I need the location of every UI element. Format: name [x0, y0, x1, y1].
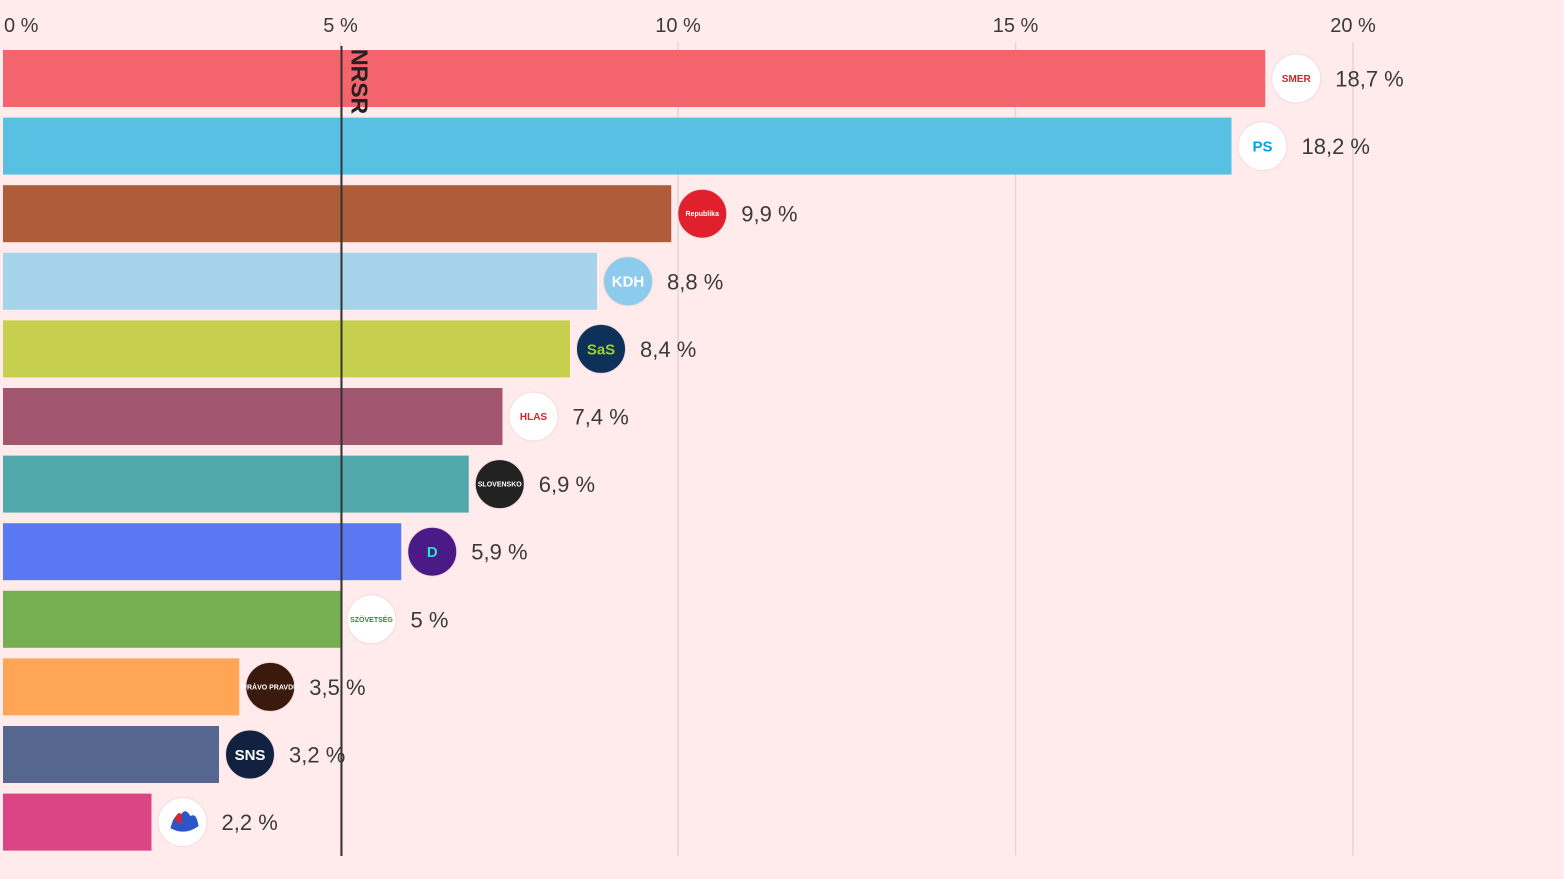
logo-circle — [1237, 121, 1288, 172]
bar-9 — [3, 658, 240, 716]
sns-logo-icon: SNS — [225, 729, 275, 780]
republika-logo-icon: Republika — [677, 188, 728, 239]
logo-text: SMER — [1282, 74, 1312, 85]
value-label: 5 % — [411, 607, 449, 632]
logo-text: PS — [1252, 139, 1272, 156]
logo-text: SNS — [235, 747, 266, 764]
bar-3 — [3, 252, 597, 310]
value-label: 2,2 % — [222, 810, 278, 835]
bar-7 — [3, 523, 402, 581]
logo-text: KDH — [612, 274, 645, 291]
bar-11 — [3, 793, 152, 851]
bar-5 — [3, 388, 503, 445]
logo-circle — [407, 526, 458, 577]
szovetseg-logo-icon: SZÖVETSÉG — [346, 594, 397, 645]
value-label: 18,2 % — [1302, 134, 1371, 159]
logo-circle — [576, 323, 626, 374]
x-tick-label: 15 % — [993, 15, 1039, 37]
logo-text: D — [427, 544, 438, 561]
value-label: 3,5 % — [309, 675, 365, 700]
value-labels: 18,7 % 18,2 % 9,9 % 8,8 % 8,4 % 7,4 % 6,9 % 5,9… — [222, 67, 1404, 836]
logo-circle — [346, 594, 397, 645]
hnutie-slovensko-logo-icon: SLOVENSKO — [474, 459, 525, 510]
logo-circle — [603, 256, 653, 307]
pravo-a-pravdu-logo-icon: PRÁVO PRAVDU — [242, 661, 298, 712]
sas-logo-icon: SaS — [576, 323, 626, 374]
hand-shape — [174, 812, 182, 825]
logo-text: SZÖVETSÉG — [350, 615, 393, 624]
hands-logo-icon — [157, 797, 208, 848]
logo-text: SLOVENSKO — [478, 482, 523, 489]
logo-circle — [1271, 53, 1322, 104]
value-label: 5,9 % — [471, 540, 527, 565]
ps-logo-icon: PS — [1237, 121, 1288, 172]
x-tick-label: 0 % — [4, 15, 39, 37]
bar-8 — [3, 590, 341, 648]
logo-circle — [474, 459, 525, 510]
logo-text: HLAS — [520, 412, 548, 423]
threshold-label: NRSR — [347, 49, 373, 115]
value-label: 3,2 % — [289, 743, 345, 768]
party-logos: SMER PS Republika KDH SaS HLAS SLOVENSKO D SZÖVE… — [157, 53, 1322, 848]
logo-text: Republika — [686, 211, 720, 218]
value-label: 9,9 % — [741, 202, 797, 227]
value-label: 6,9 % — [539, 472, 595, 497]
x-tick-label: 5 % — [323, 15, 358, 37]
value-label: 8,4 % — [640, 337, 696, 362]
value-label: 18,7 % — [1335, 67, 1404, 92]
x-tick-label: 20 % — [1330, 15, 1376, 37]
logo-circle — [677, 188, 728, 239]
bar-6 — [3, 455, 469, 513]
bar-10 — [3, 726, 219, 783]
logo-circle — [508, 391, 559, 442]
x-axis-ticks: 0 % 5 % 10 % 15 % 20 % — [4, 15, 1376, 37]
logo-circle — [225, 729, 275, 780]
hlas-logo-icon: HLAS — [508, 391, 559, 442]
bar-4 — [3, 320, 570, 378]
bar-0 — [3, 50, 1266, 107]
value-label: 7,4 % — [573, 405, 629, 430]
demokrati-logo-icon: D — [407, 526, 458, 577]
bars — [3, 50, 1266, 851]
x-tick-label: 10 % — [655, 15, 701, 37]
logo-text: PRÁVO PRAVDU — [242, 682, 298, 691]
logo-text: SaS — [587, 341, 615, 358]
value-label: 8,8 % — [667, 269, 723, 294]
logo-circle — [245, 661, 296, 712]
kdh-logo-icon: KDH — [603, 256, 653, 307]
threshold-marker: NRSR — [340, 46, 373, 856]
bar-2 — [3, 185, 672, 243]
bar-1 — [3, 117, 1232, 175]
smer-rose-logo-icon: SMER — [1271, 53, 1322, 104]
